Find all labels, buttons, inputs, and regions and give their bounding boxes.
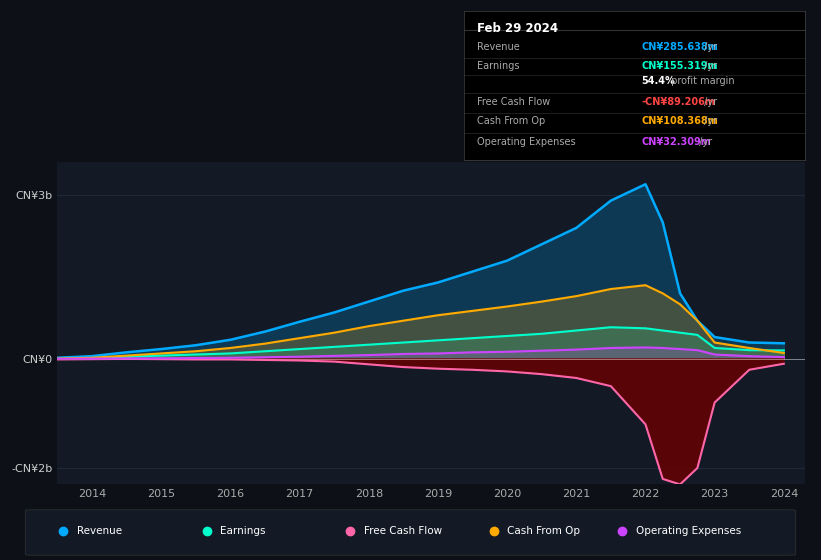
Text: Cash From Op: Cash From Op: [478, 116, 546, 126]
Text: /yr: /yr: [701, 42, 717, 52]
Text: CN¥285.638m: CN¥285.638m: [641, 42, 718, 52]
Text: Free Cash Flow: Free Cash Flow: [364, 526, 442, 536]
Text: /yr: /yr: [695, 137, 712, 147]
Text: Revenue: Revenue: [76, 526, 122, 536]
Text: Revenue: Revenue: [478, 42, 521, 52]
Text: Earnings: Earnings: [478, 61, 520, 71]
FancyBboxPatch shape: [25, 510, 796, 555]
Text: Earnings: Earnings: [220, 526, 266, 536]
Text: Cash From Op: Cash From Op: [507, 526, 580, 536]
Text: Operating Expenses: Operating Expenses: [478, 137, 576, 147]
Text: /yr: /yr: [701, 116, 717, 126]
Text: Operating Expenses: Operating Expenses: [635, 526, 741, 536]
Text: Free Cash Flow: Free Cash Flow: [478, 97, 551, 107]
Text: -CN¥89.206m: -CN¥89.206m: [641, 97, 715, 107]
Text: /yr: /yr: [701, 97, 717, 107]
Text: 54.4%: 54.4%: [641, 76, 675, 86]
Text: profit margin: profit margin: [668, 76, 735, 86]
Text: /yr: /yr: [701, 61, 717, 71]
Text: Feb 29 2024: Feb 29 2024: [478, 22, 558, 35]
Text: CN¥155.319m: CN¥155.319m: [641, 61, 718, 71]
Text: CN¥108.368m: CN¥108.368m: [641, 116, 718, 126]
Text: CN¥32.309m: CN¥32.309m: [641, 137, 711, 147]
